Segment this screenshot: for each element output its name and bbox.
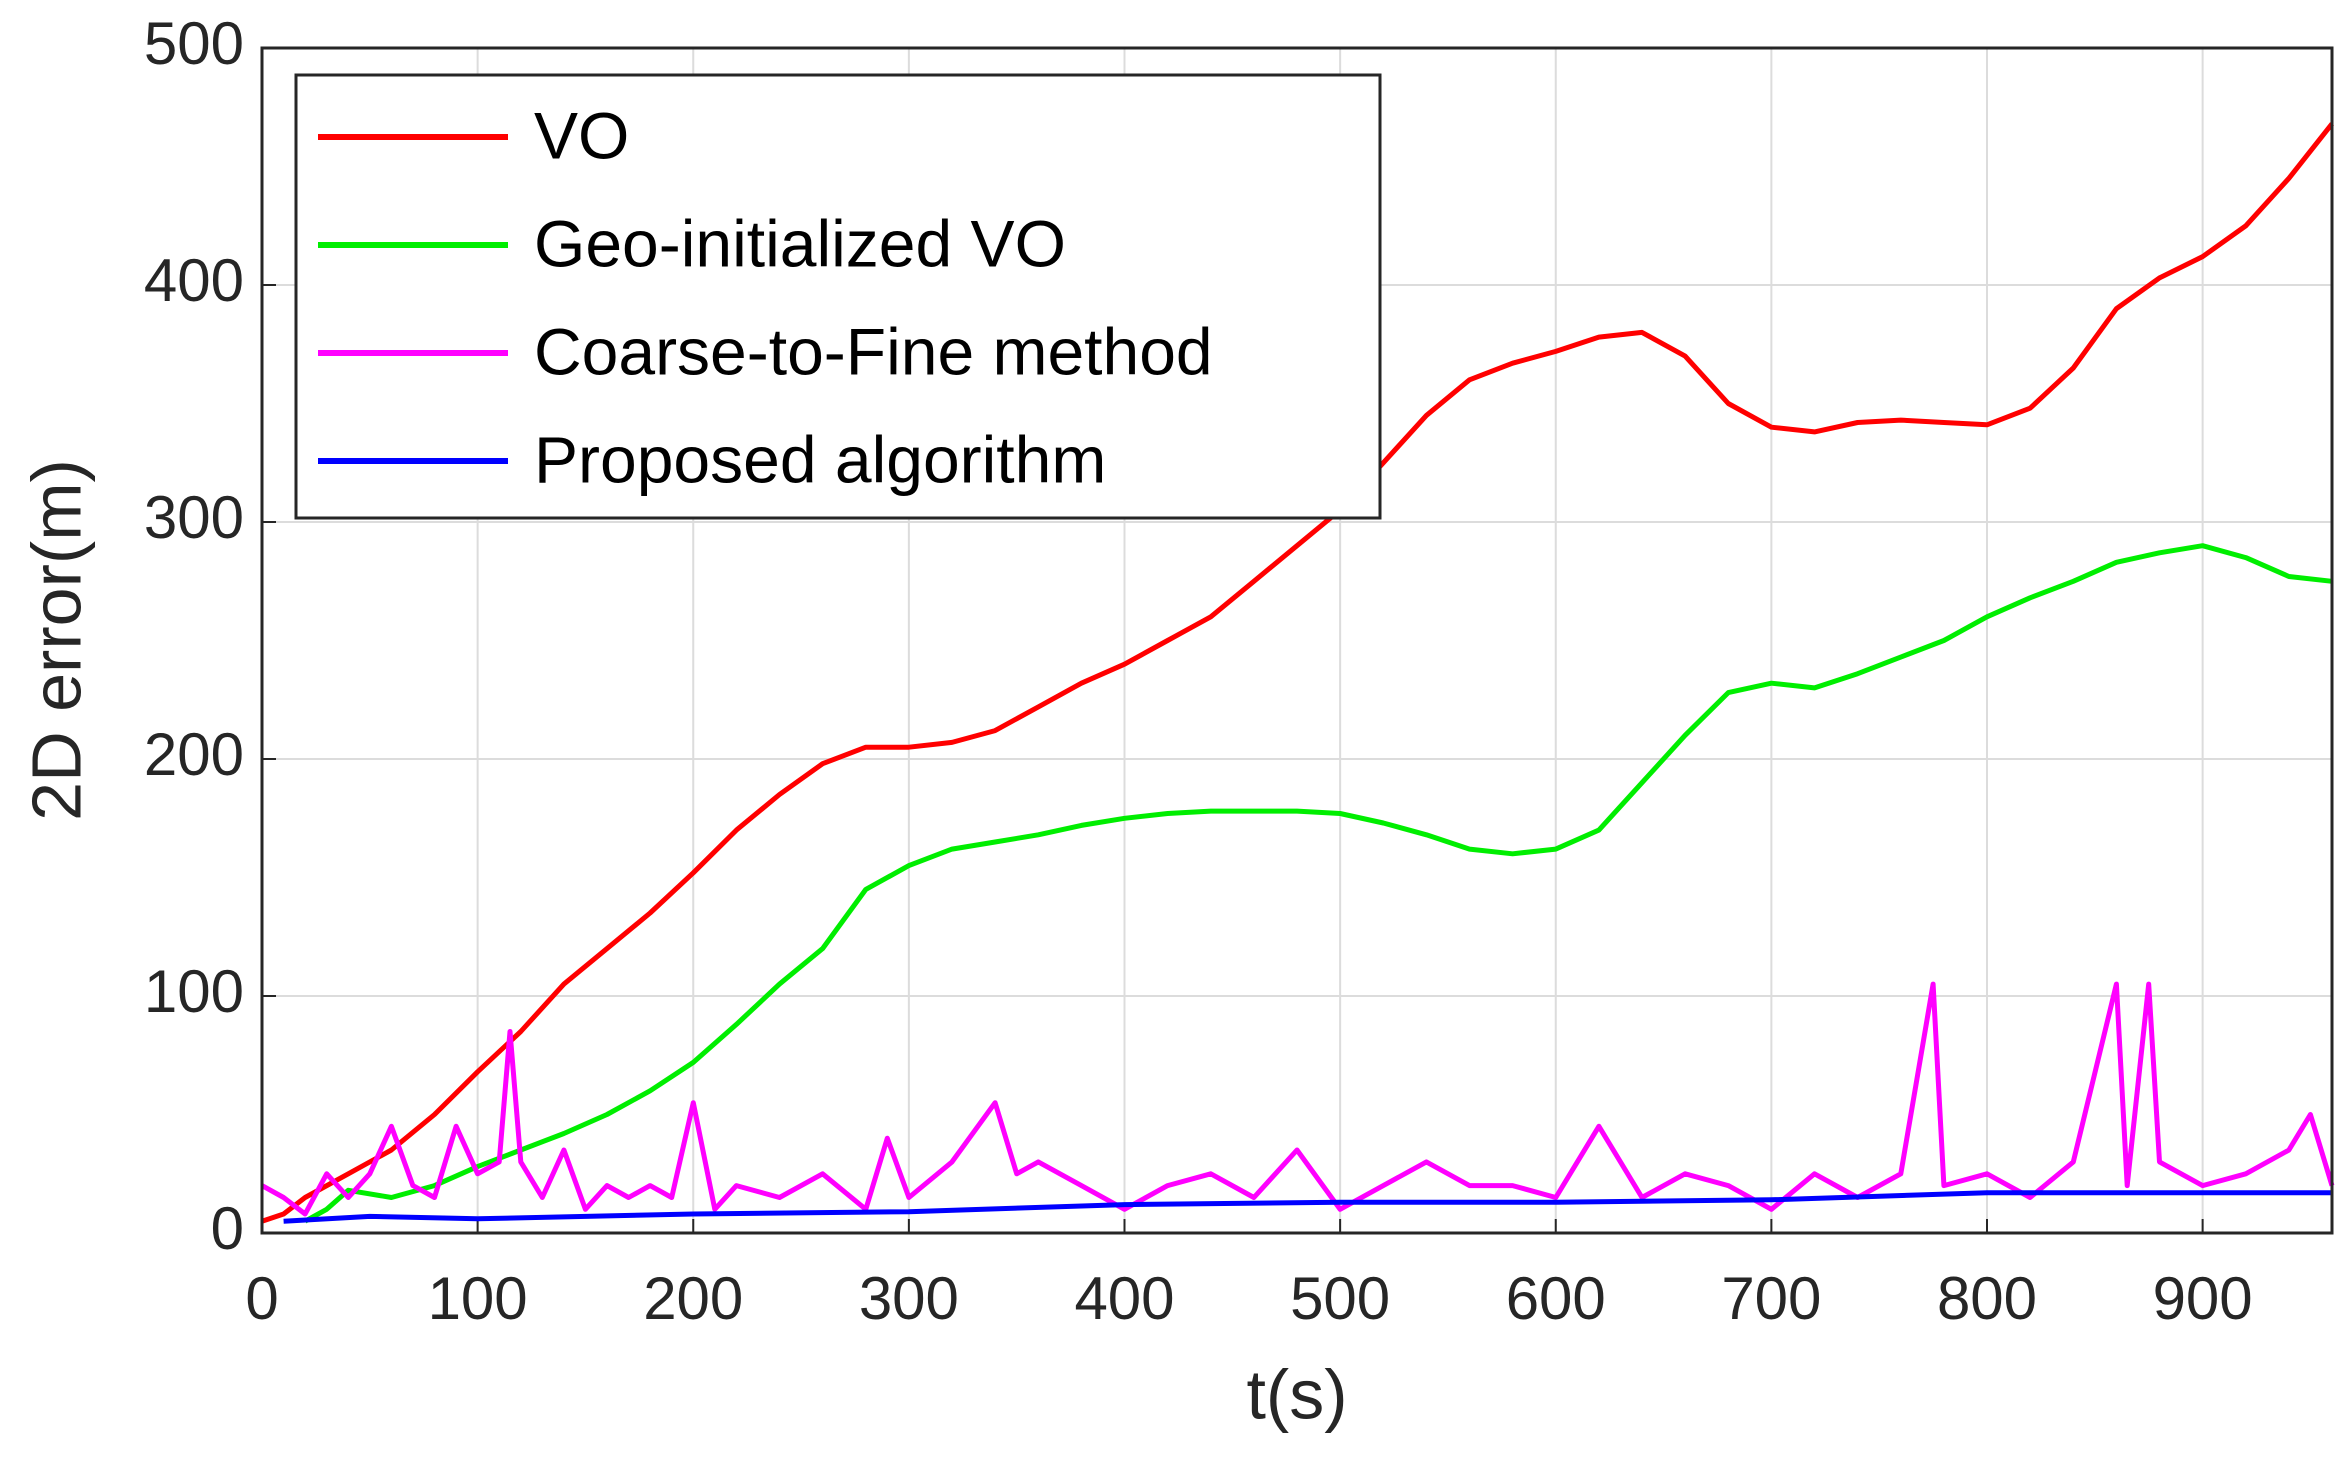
x-tick-label: 0: [245, 1265, 278, 1332]
x-tick-label: 400: [1074, 1265, 1174, 1332]
y-tick-label: 200: [144, 721, 244, 788]
x-tick-label: 300: [859, 1265, 959, 1332]
legend-label: Proposed algorithm: [534, 422, 1106, 496]
legend-label: VO: [534, 98, 629, 172]
x-tick-label: 200: [643, 1265, 743, 1332]
x-tick-label: 700: [1721, 1265, 1821, 1332]
y-tick-label: 500: [144, 10, 244, 77]
legend-label: Coarse-to-Fine method: [534, 314, 1213, 388]
x-tick-label: 900: [2153, 1265, 2253, 1332]
y-tick-label: 0: [211, 1195, 244, 1262]
series-line: [261, 122, 2334, 1224]
series-line: [303, 543, 2333, 1224]
legend-box: [294, 73, 1382, 520]
series-line: [260, 981, 2335, 1217]
legend-label: Geo-initialized VO: [534, 206, 1066, 280]
axes-box: [260, 46, 2334, 1235]
x-axis-label: t(s): [1246, 1355, 1347, 1433]
y-tick-label: 400: [144, 247, 244, 314]
y-axis-label: 2D error(m): [17, 459, 95, 821]
x-tick-label: 600: [1506, 1265, 1606, 1332]
y-tick-label: 100: [144, 958, 244, 1025]
y-tick-label: 300: [144, 484, 244, 551]
x-tick-label: 100: [428, 1265, 528, 1332]
series-line: [283, 1190, 2332, 1224]
x-tick-label: 500: [1290, 1265, 1390, 1332]
legend: VO Geo-initialized VO Coarse-to-Fine metho…: [294, 73, 1382, 520]
x-tick-label: 800: [1937, 1265, 2037, 1332]
